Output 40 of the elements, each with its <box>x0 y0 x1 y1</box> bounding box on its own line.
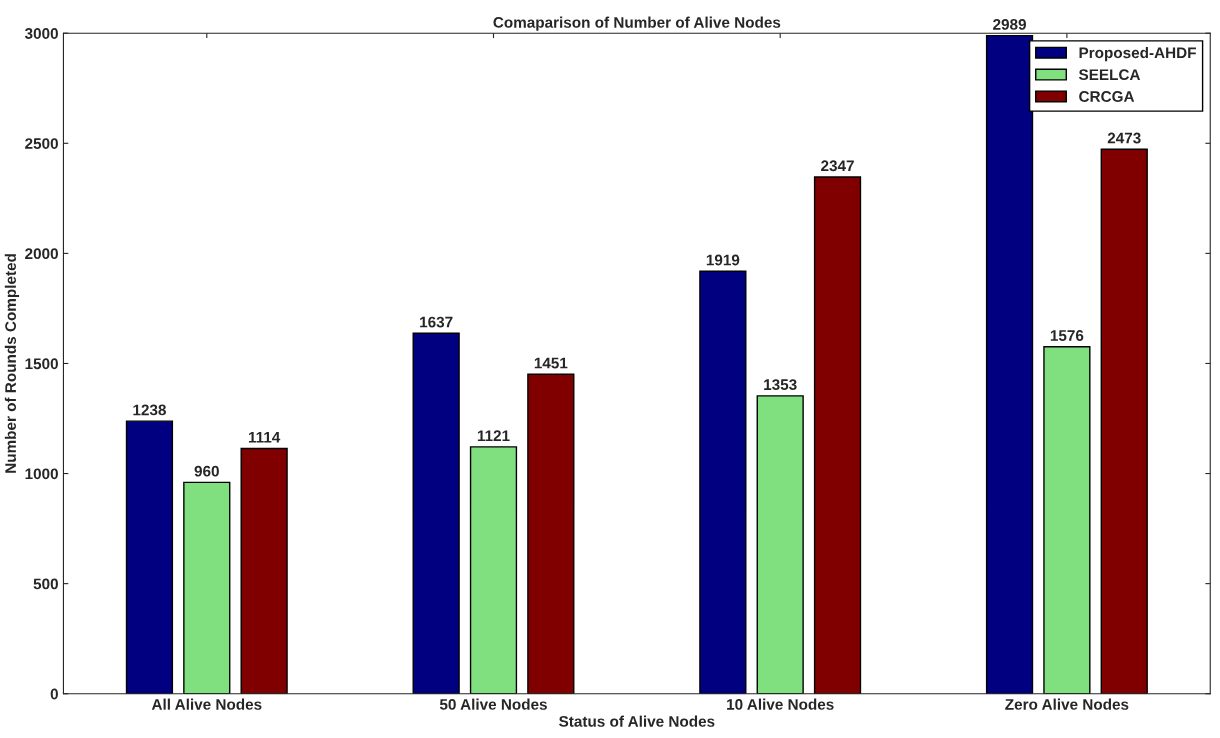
data-label: 2347 <box>821 160 854 172</box>
bar <box>527 373 575 694</box>
y-tick-label: 1500 <box>25 358 58 370</box>
legend-label: Proposed-AHDF <box>1079 46 1196 62</box>
x-axis-title: Status of Alive Nodes <box>559 715 715 727</box>
data-label: 1353 <box>764 379 797 391</box>
y-tick-label: 0 <box>50 688 58 700</box>
data-label: 1919 <box>706 254 740 266</box>
bar <box>125 420 174 694</box>
x-tick-label: Zero Alive Nodes <box>1005 698 1129 710</box>
y-tick-label: 2500 <box>25 138 58 149</box>
y-axis-title: Number of Rounds Completed <box>4 254 20 473</box>
data-label: 1238 <box>133 404 166 416</box>
bar <box>469 446 518 694</box>
data-label: 1451 <box>534 357 568 369</box>
x-tick-label: 10 Alive Nodes <box>727 698 834 710</box>
y-tick-label: 500 <box>33 578 58 590</box>
bar <box>240 447 288 694</box>
data-label: 1637 <box>420 316 453 328</box>
bar <box>756 395 804 694</box>
bar <box>1043 346 1091 694</box>
y-tick-label: 1000 <box>25 468 58 480</box>
legend-label: SEELCA <box>1078 69 1141 81</box>
data-label: 1121 <box>477 430 510 441</box>
data-label: 960 <box>194 465 219 477</box>
bar <box>813 176 862 694</box>
y-tick-label: 3000 <box>24 28 58 39</box>
bar <box>1100 148 1148 694</box>
x-tick-label: All Alive Nodes <box>151 698 262 710</box>
data-label: 2989 <box>993 19 1026 30</box>
chart-title: Comaparison of Number of Alive Nodes <box>493 16 781 31</box>
bar <box>183 481 231 694</box>
bar <box>699 270 747 694</box>
legend-label: CRCGA <box>1079 91 1135 102</box>
data-label: 2473 <box>1107 132 1141 144</box>
bar <box>412 332 460 694</box>
y-tick-label: 2000 <box>25 248 58 260</box>
data-label: 1114 <box>248 431 281 443</box>
x-tick-label: 50 Alive Nodes <box>439 698 547 710</box>
data-label: 1576 <box>1050 330 1084 341</box>
